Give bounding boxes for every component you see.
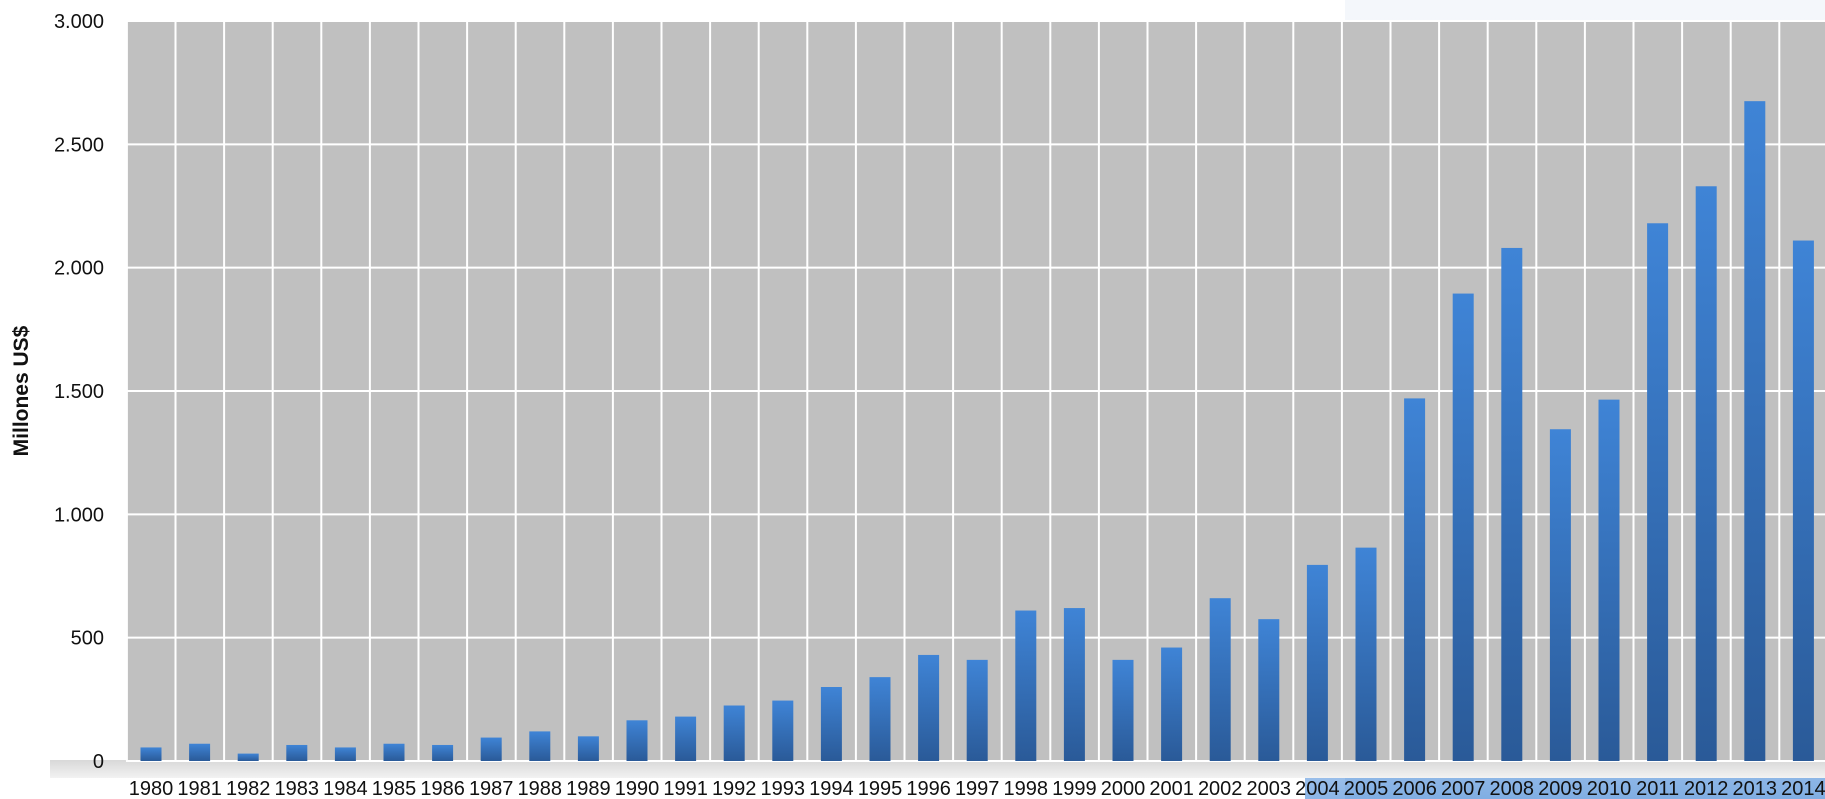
x-tick-label: 2011 [1636,778,1679,799]
plot-floor [50,760,1825,778]
bar-2004 [1306,564,1328,761]
x-tick-label: 1998 [1004,778,1049,799]
y-axis-ticks: 0 500 1.000 1.500 2.000 2.500 3.000 [54,11,104,773]
y-tick-label: 0 [93,751,104,773]
bar-2013 [1744,101,1766,761]
bar-1986 [432,744,454,761]
x-tick-label: 1980 [129,778,174,799]
x-tick-label: 1990 [615,778,660,799]
x-tick-label: 1981 [177,778,222,799]
y-tick-label: 2.500 [54,134,104,156]
bar-2005 [1355,547,1377,761]
x-tick-label: 1995 [858,778,903,799]
x-tick-label: 1997 [955,778,1000,799]
bar-1990 [626,720,648,761]
y-tick-label: 1.000 [54,504,104,526]
bar-1984 [334,747,356,761]
x-tick-label: 2002 [1198,778,1243,799]
y-tick-label: 500 [71,628,104,650]
x-tick-label: 1982 [226,778,271,799]
x-tick-label: 2013 [1733,778,1778,799]
x-tick-label: 1989 [566,778,611,799]
x-tick-label: 2000 [1101,778,1146,799]
bar-1983 [286,744,308,761]
gridlines [125,20,1825,762]
bar-1998 [1015,610,1037,761]
bar-2006 [1404,398,1426,761]
x-tick-label: 1985 [372,778,417,799]
y-axis-label: Millones US$ [10,325,33,456]
x-axis-ticks: 1980 1981 1982 1983 1984 1985 1986 1987 1988 1989… [129,778,1825,799]
x-tick-label: 1988 [518,778,563,799]
x-tick-label: 2009 [1538,778,1583,799]
bar-2008 [1501,247,1523,761]
x-tick-label: 2012 [1684,778,1729,799]
bar-1987 [480,737,502,761]
x-tick-label: 2006 [1392,778,1437,799]
x-tick-label: 2005 [1344,778,1389,799]
bar-1994 [820,687,842,761]
bars [140,101,1814,762]
x-tick-label: 1992 [712,778,757,799]
x-tick-label: 1987 [469,778,514,799]
x-tick-label: 2003 [1247,778,1292,799]
x-tick-label: 2004 [1295,778,1340,799]
x-tick-label: 2001 [1149,778,1194,799]
bar-2003 [1258,619,1280,761]
bar-2014 [1792,240,1814,762]
bar-1982 [237,753,259,761]
bar-2007 [1452,293,1474,761]
x-tick-label: 1996 [906,778,951,799]
bar-1981 [189,743,211,761]
bar-2012 [1695,186,1717,761]
bar-1995 [869,677,891,761]
x-tick-label: 1983 [275,778,320,799]
bar-2010 [1598,399,1620,761]
x-tick-label: 1994 [809,778,854,799]
x-tick-label: 1993 [761,778,806,799]
bar-1988 [529,731,551,761]
y-tick-label: 2.000 [54,258,104,280]
bar-1996 [918,654,940,761]
bar-2011 [1647,223,1669,761]
bar-2002 [1209,598,1231,761]
bar-2001 [1161,647,1183,761]
x-tick-label: 2007 [1441,778,1486,799]
bar-1980 [140,747,162,761]
y-tick-label: 3.000 [54,11,104,33]
y-tick-label: 1.500 [54,381,104,403]
bar-1997 [966,659,988,761]
x-tick-label: 2010 [1587,778,1632,799]
x-tick-label: 1984 [323,778,368,799]
bar-1989 [577,736,599,761]
x-tick-label: 1999 [1052,778,1097,799]
x-tick-label: 2008 [1490,778,1535,799]
x-tick-label: 1986 [420,778,465,799]
bar-1993 [772,700,794,761]
x-tick-label: 2014 [1781,778,1825,799]
bar-2009 [1549,429,1571,761]
bar-1985 [383,743,405,761]
bar-2000 [1112,659,1134,761]
bar-1999 [1063,608,1085,761]
bar-1992 [723,705,745,761]
x-tick-label: 1991 [663,778,708,799]
bar-1991 [675,716,697,761]
